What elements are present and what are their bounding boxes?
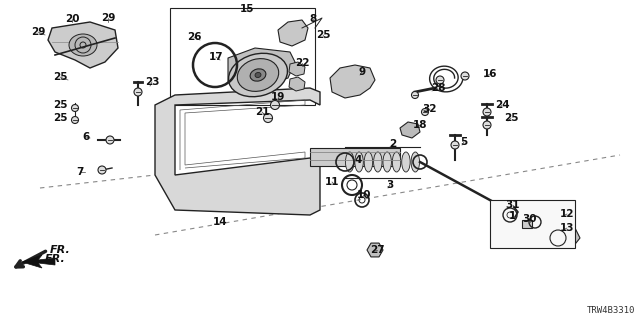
Ellipse shape [69, 34, 97, 56]
Text: 10: 10 [356, 190, 371, 200]
Text: 29: 29 [101, 13, 115, 23]
Text: 25: 25 [316, 30, 330, 40]
Text: 20: 20 [65, 14, 79, 24]
Text: 14: 14 [212, 217, 227, 227]
Text: 12: 12 [560, 209, 574, 219]
Text: 18: 18 [413, 120, 428, 130]
Text: 8: 8 [309, 14, 317, 24]
Ellipse shape [392, 152, 401, 172]
Ellipse shape [237, 59, 278, 92]
Circle shape [461, 72, 469, 80]
Text: 11: 11 [324, 177, 339, 187]
Bar [490, 200, 575, 248]
Text: 26: 26 [187, 32, 201, 42]
Polygon shape [22, 255, 55, 268]
Ellipse shape [355, 152, 364, 172]
Text: 25: 25 [52, 100, 67, 110]
Text: 7: 7 [76, 167, 84, 177]
Ellipse shape [346, 152, 354, 172]
Text: 28: 28 [431, 83, 445, 93]
Text: 4: 4 [355, 155, 362, 165]
Circle shape [483, 121, 491, 129]
Polygon shape [155, 88, 320, 215]
Text: 25: 25 [504, 113, 518, 123]
Text: 30: 30 [523, 214, 537, 224]
Bar [522, 220, 532, 228]
Text: TRW4B3310: TRW4B3310 [587, 306, 635, 315]
Ellipse shape [402, 152, 410, 172]
Text: 24: 24 [495, 100, 509, 110]
Ellipse shape [411, 152, 420, 172]
Bar [170, 8, 315, 105]
Circle shape [264, 114, 273, 123]
Text: 23: 23 [145, 77, 159, 87]
Polygon shape [367, 243, 383, 257]
Text: 16: 16 [483, 69, 497, 79]
Circle shape [412, 92, 419, 99]
Text: 2: 2 [389, 139, 397, 149]
Text: 32: 32 [423, 104, 437, 114]
Circle shape [72, 116, 79, 124]
Circle shape [271, 100, 280, 109]
Circle shape [436, 76, 444, 84]
Polygon shape [330, 65, 375, 98]
Ellipse shape [364, 152, 372, 172]
Ellipse shape [374, 152, 382, 172]
Circle shape [98, 166, 106, 174]
Text: 25: 25 [52, 72, 67, 82]
Text: 25: 25 [52, 113, 67, 123]
Ellipse shape [255, 72, 261, 77]
Circle shape [422, 108, 429, 116]
Text: 21: 21 [255, 107, 269, 117]
Text: 15: 15 [240, 4, 254, 14]
Text: 13: 13 [560, 223, 574, 233]
Circle shape [106, 136, 114, 144]
Bar [310, 148, 400, 166]
Text: 31: 31 [506, 200, 520, 210]
Text: 17: 17 [209, 52, 223, 62]
Text: 22: 22 [295, 58, 309, 68]
Text: 6: 6 [83, 132, 90, 142]
Polygon shape [400, 122, 420, 138]
Polygon shape [289, 77, 305, 91]
Polygon shape [48, 22, 118, 68]
Ellipse shape [383, 152, 392, 172]
Polygon shape [289, 62, 305, 76]
Text: 1: 1 [508, 211, 516, 221]
Circle shape [134, 88, 142, 96]
Text: 29: 29 [31, 27, 45, 37]
Polygon shape [278, 20, 308, 46]
Polygon shape [228, 48, 295, 88]
Text: 9: 9 [358, 67, 365, 77]
Ellipse shape [250, 69, 266, 81]
Text: 27: 27 [370, 245, 384, 255]
Text: FR.: FR. [50, 245, 71, 255]
Polygon shape [538, 222, 580, 248]
Circle shape [483, 108, 491, 116]
Text: 19: 19 [271, 92, 285, 102]
Text: FR.: FR. [45, 254, 66, 264]
Circle shape [72, 105, 79, 111]
Text: 5: 5 [460, 137, 468, 147]
Circle shape [451, 141, 459, 149]
Text: 3: 3 [387, 180, 394, 190]
Ellipse shape [228, 53, 287, 97]
